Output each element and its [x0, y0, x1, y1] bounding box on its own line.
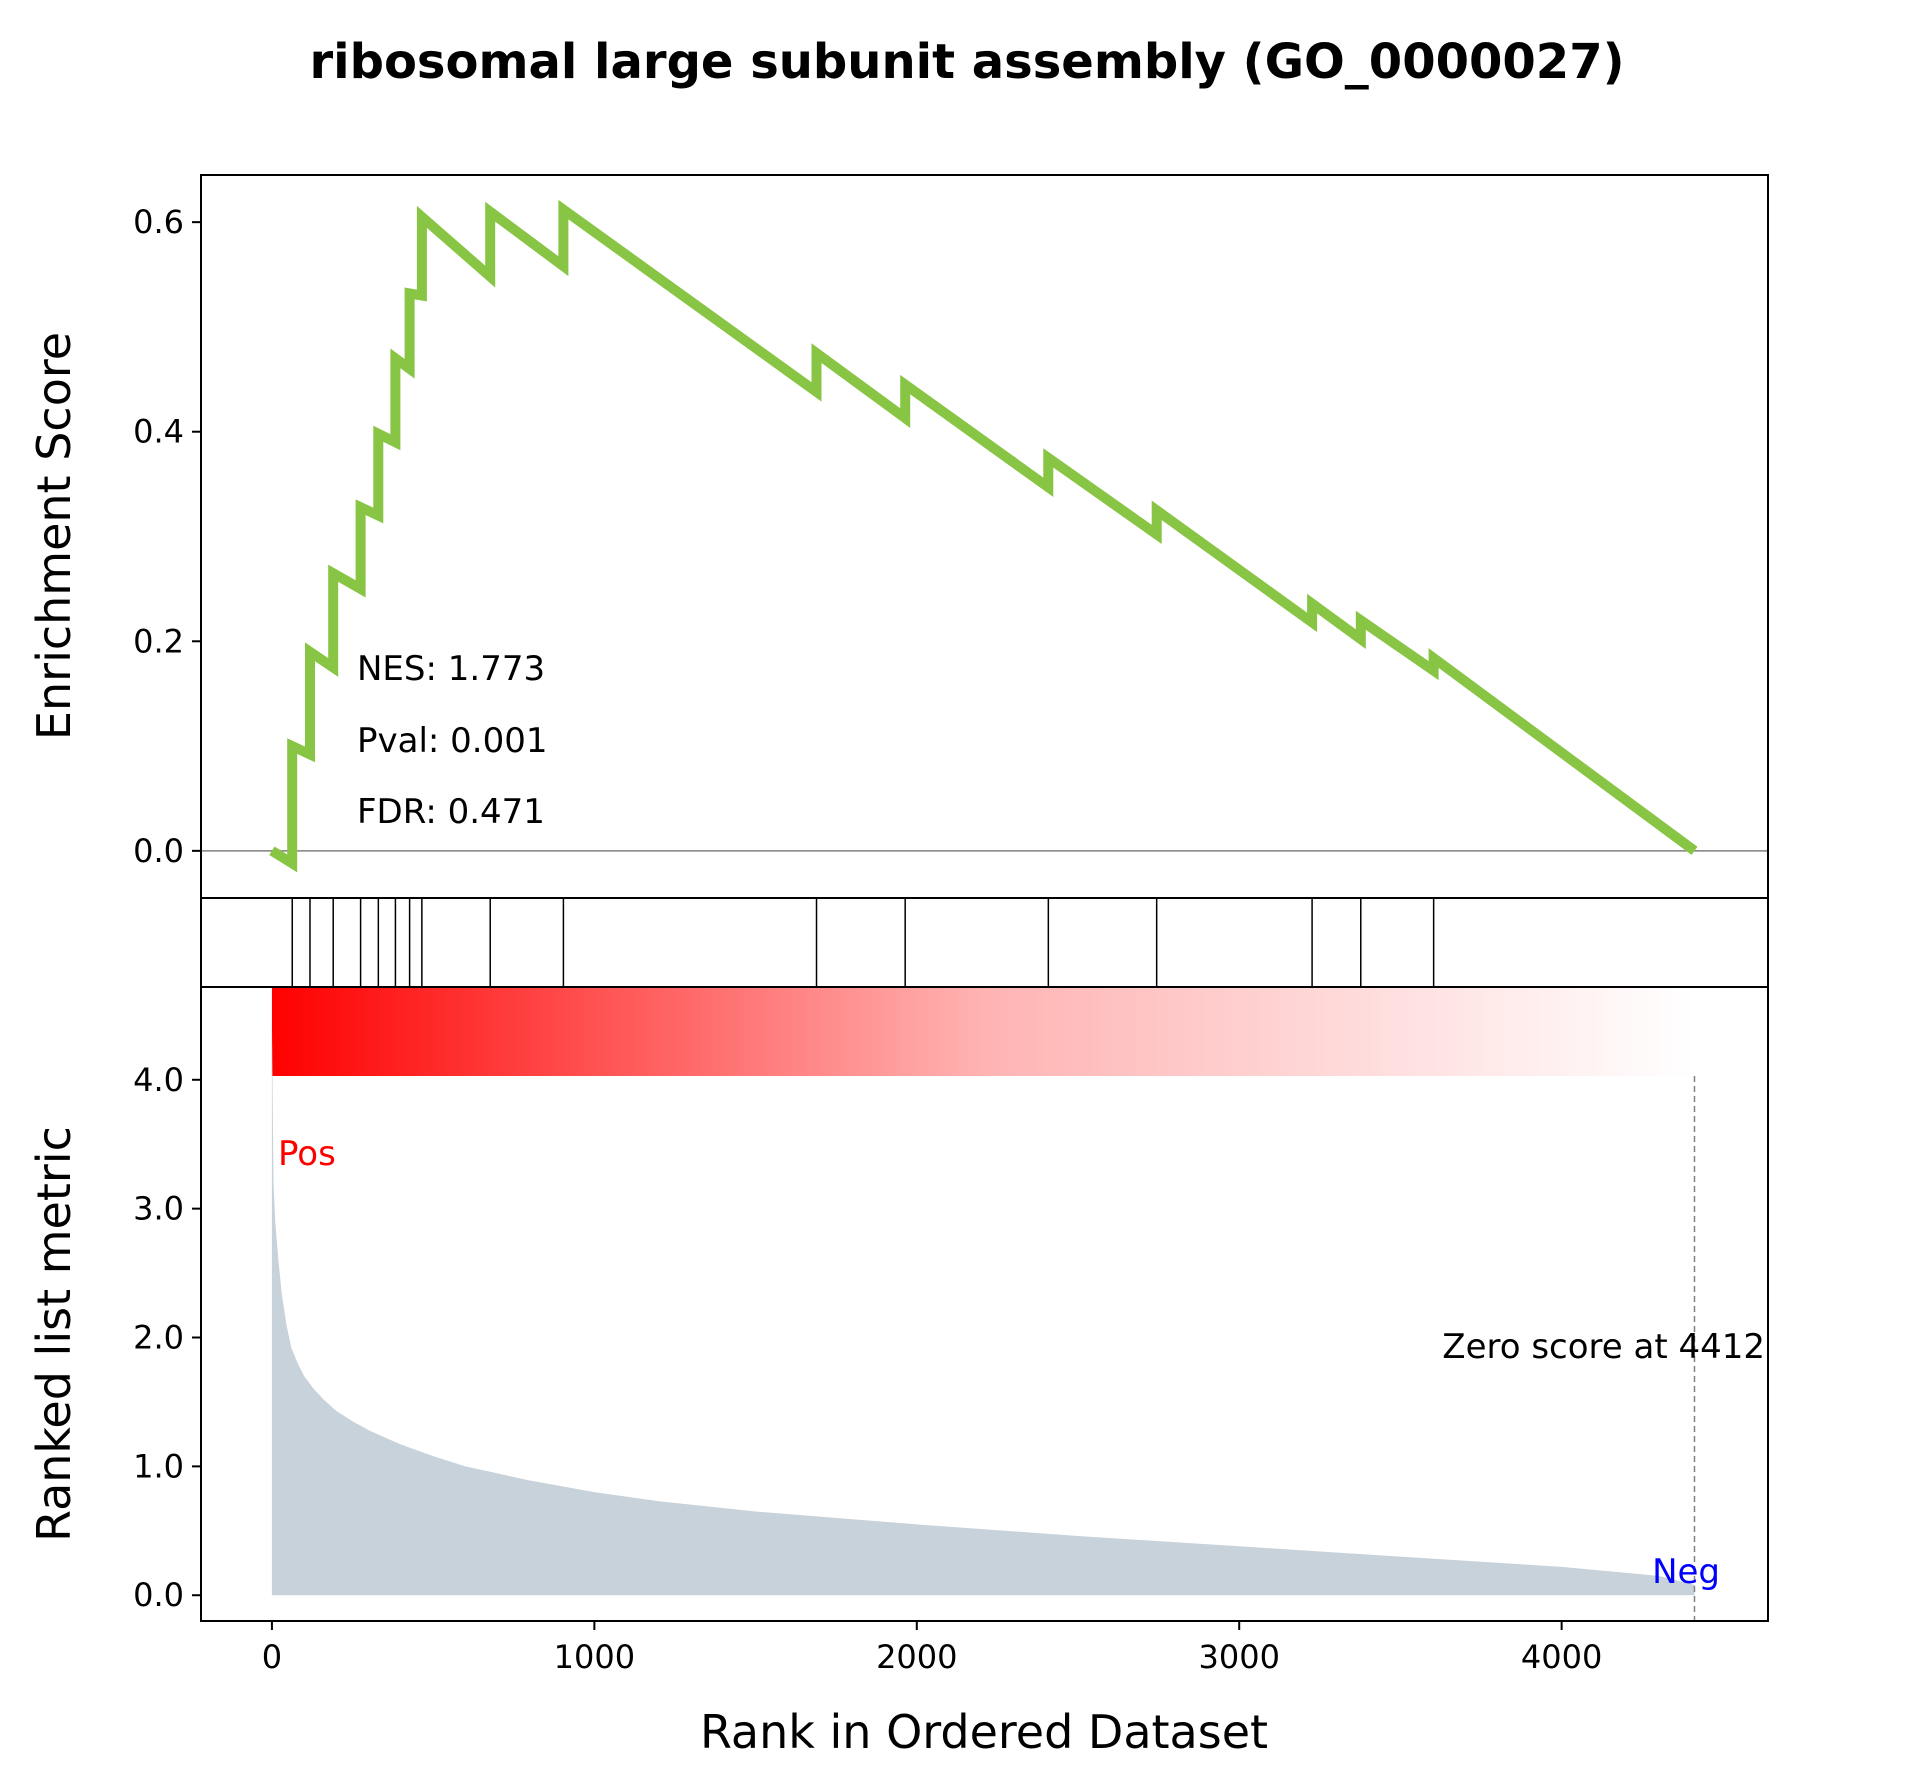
x-tick-label: 3000 [1198, 1638, 1279, 1676]
pval-annotation: Pval: 0.001 [357, 721, 548, 761]
pos-label: Pos [278, 1134, 336, 1174]
es-panel: 0.0 0.2 0.4 0.6 NES: 1.773 Pval: 0.001 FDR:… [27, 174, 1769, 899]
metric-panel: 0.0 1.0 2.0 3.0 4.0 Pos Neg Zero score at 44… [27, 986, 1769, 1622]
x-tick-label: 0 [262, 1638, 282, 1676]
x-axis-ticks: 0 1000 2000 3000 4000 [262, 1621, 1602, 1676]
es-y-ticks: 0.0 0.2 0.4 0.6 [133, 203, 201, 870]
es-y-tick-label: 0.2 [133, 622, 184, 660]
hit-lines [291, 898, 1435, 987]
metric-y-axis-label: Ranked list metric [27, 1126, 81, 1542]
fdr-annotation: FDR: 0.471 [357, 792, 545, 832]
metric-panel-frame [200, 986, 1769, 1622]
es-y-axis-label: Enrichment Score [27, 332, 81, 740]
metric-y-tick-label: 0.0 [133, 1576, 184, 1614]
rank-gradient-bar [271, 987, 1695, 1076]
zero-score-text: Zero score at 4412 [1442, 1327, 1765, 1367]
es-y-tick-label: 0.4 [133, 413, 184, 451]
x-tick-label: 1000 [554, 1638, 635, 1676]
metric-y-tick-label: 1.0 [133, 1447, 184, 1485]
metric-y-ticks: 0.0 1.0 2.0 3.0 4.0 [133, 1061, 201, 1614]
metric-fill [271, 1019, 1695, 1596]
x-axis-label: Rank in Ordered Dataset [700, 1705, 1268, 1759]
es-y-tick-label: 0.0 [133, 832, 184, 870]
neg-label: Neg [1652, 1552, 1720, 1592]
metric-y-tick-label: 2.0 [133, 1319, 184, 1357]
metric-y-tick-label: 3.0 [133, 1190, 184, 1228]
metric-y-tick-label: 4.0 [133, 1061, 184, 1099]
nes-annotation: NES: 1.773 [357, 649, 545, 689]
chart-title: ribosomal large subunit assembly (GO_000… [309, 34, 1624, 90]
x-tick-label: 2000 [876, 1638, 957, 1676]
es-y-tick-label: 0.6 [133, 203, 184, 241]
x-tick-label: 4000 [1521, 1638, 1602, 1676]
es-curve [269, 199, 1698, 873]
